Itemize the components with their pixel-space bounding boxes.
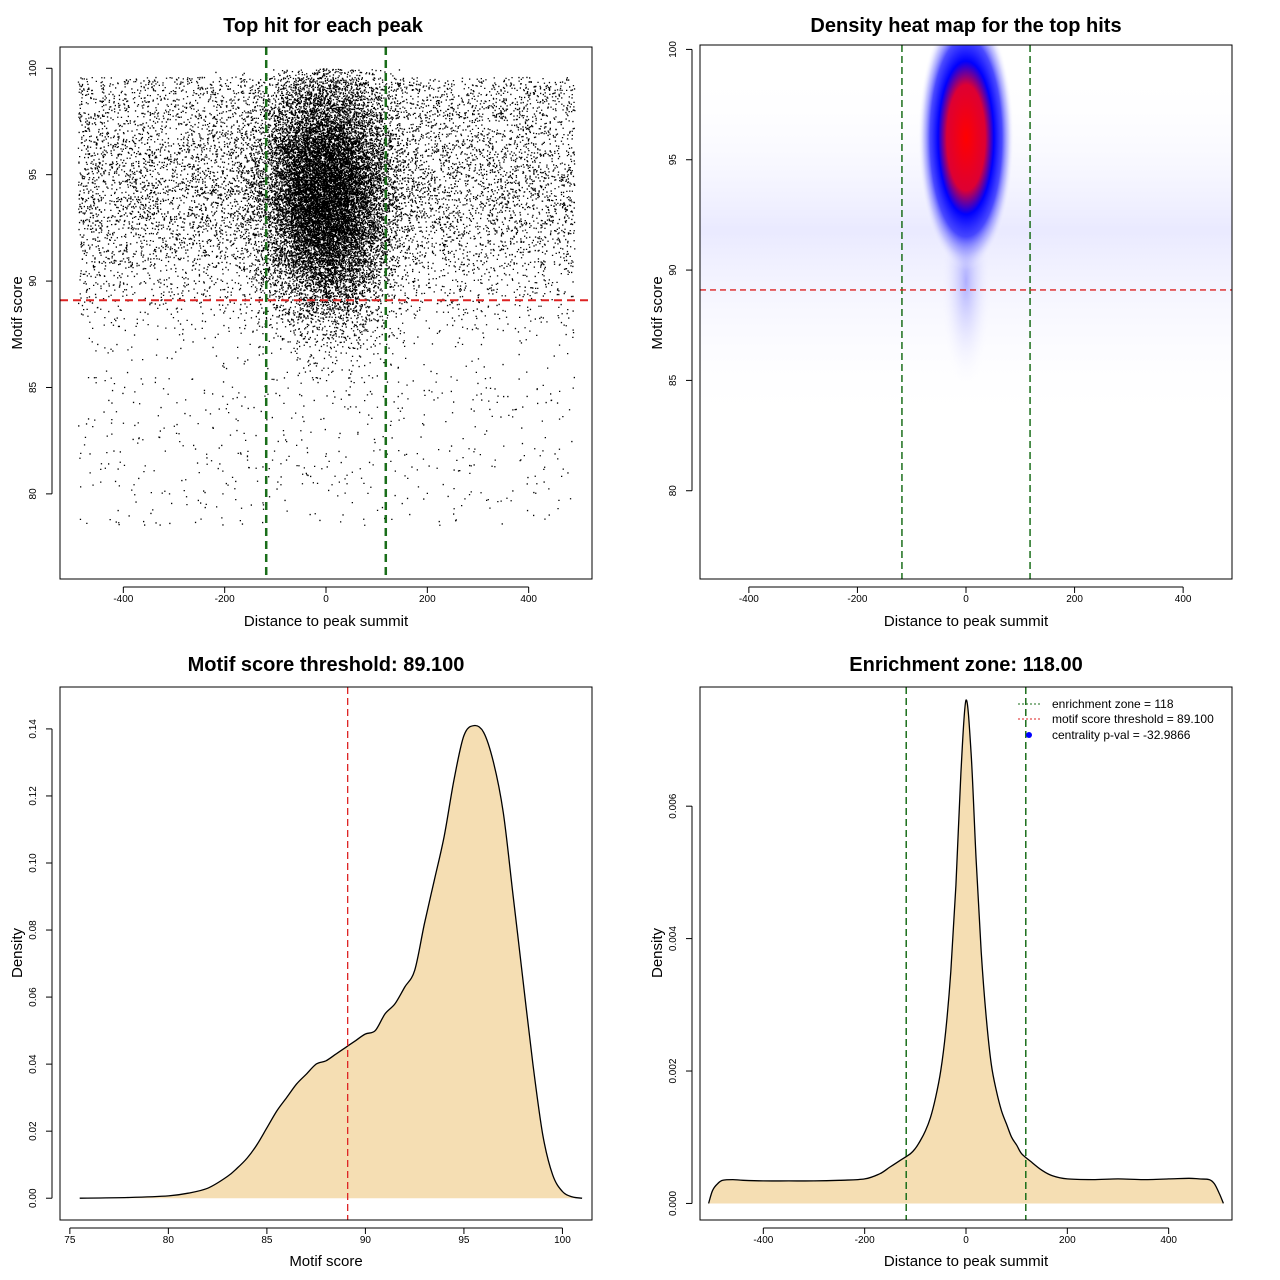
- distance-density-y-axis: 0.000 0.002 0.004 0.006: [668, 793, 693, 1216]
- heatmap-y-axis: 80 85 90 95 100: [668, 41, 693, 497]
- score-density-y-tick-label: 0.08: [28, 920, 39, 940]
- scatter-title: Top hit for each peak: [223, 15, 424, 37]
- scatter-panel: Top hit for each peak -400 -200 0 200 400 80…: [9, 15, 593, 630]
- score-density-y-axis: 0.00 0.02 0.04 0.06 0.08 0.10 0.12 0.14: [28, 719, 53, 1208]
- scatter-points: [77, 68, 576, 526]
- distance-density-title: Enrichment zone: 118.00: [849, 654, 1082, 676]
- scatter-x-tick-label: 200: [419, 594, 436, 605]
- scatter-x-label: Distance to peak summit: [244, 613, 409, 630]
- score-density-y-tick-label: 0.14: [28, 719, 39, 739]
- score-density-y-tick-label: 0.02: [28, 1121, 39, 1141]
- scatter-y-axis: 80 85 90 95 100: [28, 60, 53, 500]
- scatter-y-label: Motif score: [9, 276, 26, 349]
- score-density-y-label: Density: [9, 927, 26, 978]
- scatter-x-tick-label: -400: [113, 594, 133, 605]
- distance-density-x-tick-label: 400: [1160, 1235, 1177, 1246]
- distance-density-x-axis: -400 -200 0 200 400: [753, 1227, 1177, 1246]
- score-density-curve: [79, 724, 583, 1199]
- distance-density-x-tick-label: 200: [1059, 1235, 1076, 1246]
- distance-density-reference-lines: [905, 687, 1027, 1220]
- heatmap-x-axis: -400 -200 0 200 400: [739, 586, 1192, 605]
- distance-density-y-label: Density: [649, 927, 666, 978]
- heatmap-title: Density heat map for the top hits: [810, 15, 1121, 37]
- distance-density-area: [707, 699, 1224, 1204]
- distance-density-x-tick-label: -200: [855, 1235, 875, 1246]
- scatter-reference-lines: [60, 47, 592, 579]
- scatter-point: [322, 68, 325, 70]
- heatmap-x-tick-label: -400: [739, 594, 759, 605]
- heatmap-x-tick-label: 200: [1066, 594, 1083, 605]
- heatmap-panel: Density heat map for the top hits -400 -2…: [649, 15, 1233, 630]
- score-density-x-label: Motif score: [289, 1253, 362, 1270]
- score-density-y-tick-label: 0.10: [28, 853, 39, 873]
- scatter-y-tick-label: 80: [28, 488, 39, 500]
- heatmap-x-tick-label: 0: [963, 594, 969, 605]
- score-density-x-tick-label: 85: [261, 1235, 273, 1246]
- score-density-y-tick-label: 0.12: [28, 786, 39, 806]
- score-density-x-tick-label: 80: [163, 1235, 175, 1246]
- scatter-point-cloud: [77, 68, 576, 526]
- score-density-panel: Motif score threshold: 89.100 75 80 85 90 95…: [9, 654, 593, 1270]
- distance-density-y-tick-label: 0.006: [668, 793, 679, 818]
- heatmap-x-label: Distance to peak summit: [884, 613, 1049, 630]
- heatmap-y-tick-label: 80: [668, 485, 679, 497]
- distance-density-panel: Enrichment zone: 118.00 -400 -200 0 200 400 …: [649, 654, 1233, 1270]
- scatter-y-tick-label: 100: [28, 60, 39, 77]
- distance-density-x-label: Distance to peak summit: [884, 1253, 1049, 1270]
- heatmap-reference-lines: [700, 45, 1232, 579]
- heatmap-y-tick-label: 95: [668, 154, 679, 166]
- distance-density-y-tick-label: 0.000: [668, 1191, 679, 1216]
- heatmap-plot-box: [699, 44, 1233, 580]
- scatter-y-tick-label: 95: [28, 169, 39, 181]
- heatmap-y-tick-label: 100: [668, 41, 679, 58]
- scatter-x-axis: -400 -200 0 200 400: [113, 586, 537, 605]
- score-density-area: [79, 724, 583, 1199]
- score-density-y-tick-label: 0.06: [28, 987, 39, 1007]
- legend-label-centrality: centrality p-val = -32.9866: [1052, 728, 1191, 742]
- distance-density-y-tick-label: 0.002: [668, 1058, 679, 1083]
- score-density-y-tick-label: 0.04: [28, 1054, 39, 1074]
- heatmap-density: [700, 45, 1232, 425]
- distance-density-x-tick-label: 0: [963, 1235, 969, 1246]
- score-density-plot-box: [59, 686, 593, 1221]
- heatmap-x-tick-label: -200: [847, 594, 867, 605]
- heatmap-y-tick-label: 85: [668, 374, 679, 386]
- score-density-x-tick-label: 100: [554, 1235, 571, 1246]
- score-density-x-axis: 75 80 85 90 95 100: [64, 1227, 571, 1246]
- scatter-x-tick-label: -200: [215, 594, 235, 605]
- score-density-x-tick-label: 95: [458, 1235, 470, 1246]
- score-density-x-tick-label: 90: [360, 1235, 372, 1246]
- legend-label-enrichment-zone: enrichment zone = 118: [1052, 697, 1174, 711]
- scatter-plot-box: [59, 46, 593, 580]
- score-density-fill: [79, 725, 583, 1199]
- distance-density-fill: [708, 699, 1224, 1204]
- distance-density-plot-box: [699, 686, 1233, 1221]
- score-density-y-tick-label: 0.00: [28, 1188, 39, 1208]
- legend: enrichment zone = 118 motif score thresh…: [1018, 697, 1214, 742]
- scatter-y-tick-label: 90: [28, 275, 39, 287]
- scatter-x-tick-label: 0: [323, 594, 329, 605]
- heatmap-y-label: Motif score: [649, 276, 666, 349]
- score-density-title: Motif score threshold: 89.100: [188, 654, 465, 676]
- distance-density-curve: [707, 699, 1224, 1204]
- distance-density-x-tick-label: -400: [753, 1235, 773, 1246]
- heatmap-hotspot: [918, 45, 1014, 270]
- heatmap-y-tick-label: 90: [668, 264, 679, 276]
- legend-dot-centrality: [1026, 732, 1032, 738]
- heatmap-x-tick-label: 400: [1175, 594, 1192, 605]
- scatter-y-tick-label: 85: [28, 381, 39, 393]
- scatter-x-tick-label: 400: [520, 594, 537, 605]
- legend-label-score-threshold: motif score threshold = 89.100: [1052, 712, 1214, 726]
- score-density-x-tick-label: 75: [64, 1235, 76, 1246]
- distance-density-y-tick-label: 0.004: [668, 926, 679, 951]
